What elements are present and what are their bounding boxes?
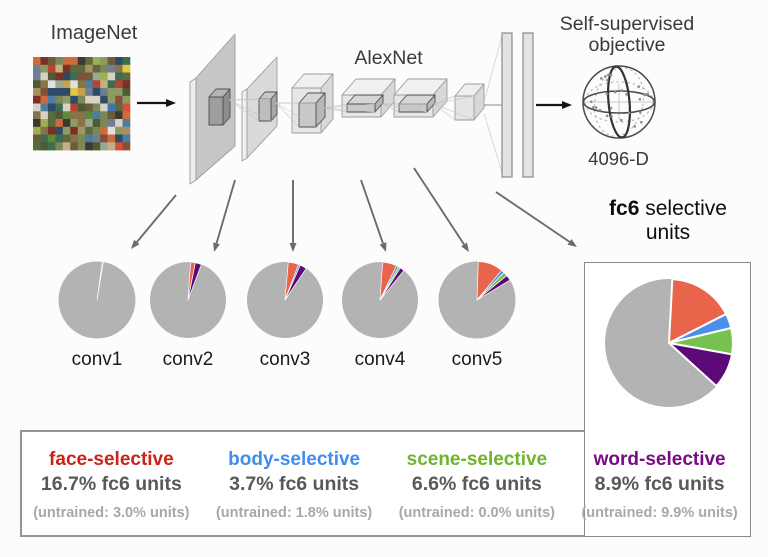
legend-face-untrained: (untrained: 3.0% units) (33, 504, 190, 521)
legend-scene-amount: 6.6% fc6 units (411, 472, 542, 495)
legend-face-amount: 16.7% fc6 units (40, 472, 182, 495)
legend-body-amount: 3.7% fc6 units (229, 472, 360, 495)
flow-arrows (131, 99, 577, 252)
pie-fc6 (605, 278, 734, 407)
fc6-title-line2: units (645, 221, 691, 244)
alexnet-label: AlexNet (354, 47, 423, 69)
imagenet-label: ImageNet (50, 22, 138, 44)
legend-word-name: word-selective (593, 448, 726, 470)
legend-body-untrained: (untrained: 1.8% units) (215, 504, 373, 521)
dimension-label: 4096-D (588, 148, 649, 169)
pie-conv4 (342, 261, 418, 338)
legend-body-name: body-selective (228, 448, 361, 470)
legend-scene-untrained: (untrained: 0.0% units) (398, 504, 556, 521)
pie-label-conv5: conv5 (451, 349, 503, 370)
pie-conv1 (58, 261, 136, 339)
objective-line2: objective (588, 34, 666, 56)
pie-label-conv2: conv2 (162, 349, 214, 370)
legend-entry-body: body-selective 3.7% fc6 units (untrained… (203, 430, 386, 537)
objective-line1: Self-supervised (559, 13, 695, 35)
fc6-title-bold: fc6 (609, 197, 640, 220)
pie-label-conv1: conv1 (71, 349, 123, 370)
pie-label-conv3: conv3 (259, 349, 311, 370)
legend-scene-name: scene-selective (406, 448, 548, 470)
legend-word-untrained: (untrained: 9.9% units) (581, 504, 738, 521)
fc6-title-rest: selective (639, 197, 727, 220)
legend-word-amount: 8.9% fc6 units (594, 472, 725, 495)
pie-conv3 (247, 261, 323, 338)
pie-conv5 (438, 261, 516, 339)
legend-entry-face: face-selective 16.7% fc6 units (untraine… (20, 430, 203, 537)
imagenet-mosaic (33, 57, 131, 151)
embedding-sphere-icon (582, 65, 656, 139)
objective-label: Self-supervised objective (551, 14, 703, 56)
legend-entry-scene: scene-selective 6.6% fc6 units (untraine… (386, 430, 569, 537)
legend-entry-word: word-selective 8.9% fc6 units (untrained… (568, 430, 751, 537)
fc6-panel-title: fc6 selective units (593, 197, 743, 245)
pie-conv2 (150, 261, 226, 338)
alexnet-network (189, 32, 534, 185)
pie-label-conv4: conv4 (354, 349, 406, 370)
legend-face-name: face-selective (49, 448, 174, 470)
legend-box: face-selective 16.7% fc6 units (untraine… (20, 430, 751, 537)
